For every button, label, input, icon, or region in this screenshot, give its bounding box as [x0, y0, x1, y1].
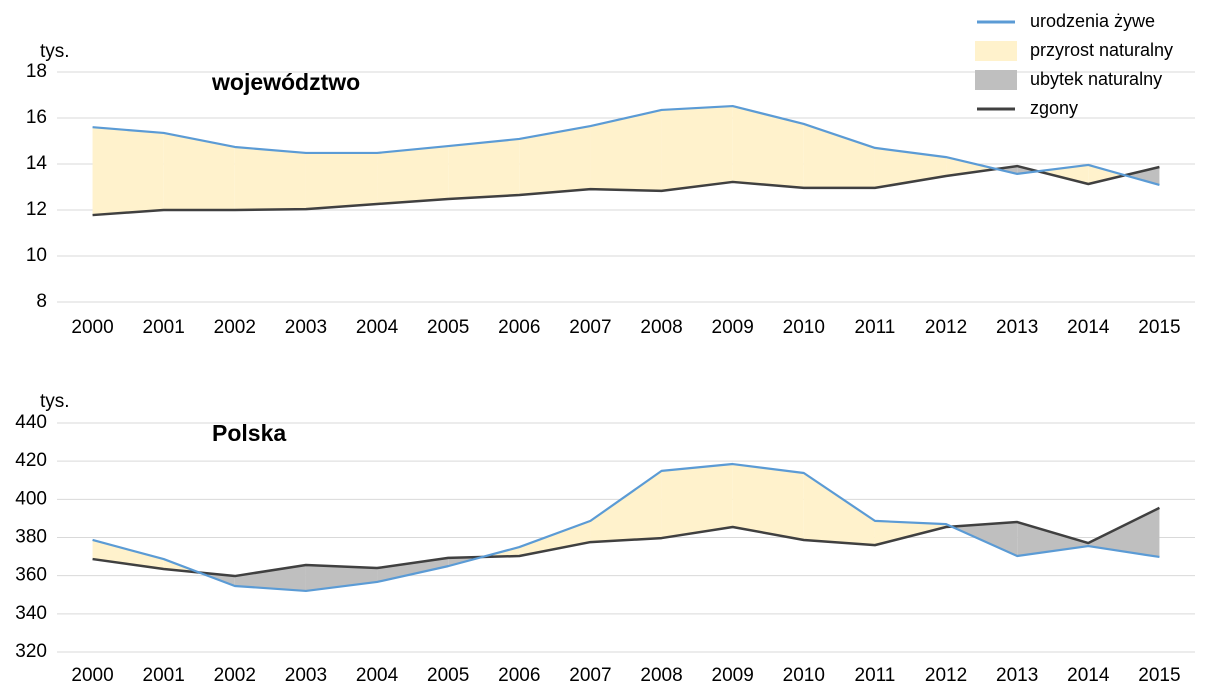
natural-increase-area [163, 132, 235, 210]
x-tick-label: 2000 [71, 665, 113, 686]
y-tick-label: 340 [15, 603, 47, 624]
natural-increase-area [92, 539, 164, 569]
natural-increase-area [803, 123, 875, 188]
x-tick-label: 2011 [855, 665, 896, 686]
deaths-line [92, 164, 1160, 217]
x-tick-label: 2001 [143, 317, 185, 338]
y-tick-label: 320 [15, 641, 47, 662]
x-tick-label: 2003 [285, 665, 327, 686]
y-tick-label: 8 [36, 291, 47, 312]
chart-title: Polska [212, 420, 286, 446]
x-tick-label: 2008 [640, 317, 682, 338]
legend-swatch [975, 41, 1017, 61]
x-tick-label: 2009 [712, 665, 754, 686]
x-tick-label: 2012 [925, 665, 967, 686]
y-tick-label: 440 [15, 412, 47, 433]
x-tick-label: 2010 [783, 665, 825, 686]
x-tick-label: 2005 [427, 317, 469, 338]
x-tick-label: 2012 [925, 317, 967, 338]
births-line [92, 462, 1160, 593]
x-tick-label: 2011 [855, 317, 896, 338]
x-tick-label: 2014 [1067, 317, 1110, 338]
y-tick-label: 360 [15, 565, 47, 586]
natural-increase-area [92, 127, 164, 216]
natural-increase-area [1088, 164, 1125, 185]
y-tick-label: 380 [15, 527, 47, 548]
x-tick-label: 2010 [783, 317, 825, 338]
x-tick-label: 2013 [996, 665, 1038, 686]
x-tick-label: 2004 [356, 665, 399, 686]
x-tick-label: 2009 [712, 317, 754, 338]
y-unit: tys. [40, 41, 70, 62]
y-tick-label: 18 [26, 61, 47, 82]
x-tick-label: 2007 [569, 317, 611, 338]
natural-increase-area [874, 520, 947, 546]
natural-decrease-area [305, 564, 378, 591]
natural-increase-area [590, 470, 662, 543]
x-tick-label: 2014 [1067, 665, 1110, 686]
natural-increase-area [234, 146, 306, 210]
natural-increase-area [661, 106, 733, 191]
natural-increase-area [661, 464, 733, 539]
x-tick-label: 2007 [569, 665, 611, 686]
x-tick-label: 2006 [498, 665, 540, 686]
y-tick-label: 14 [26, 153, 48, 174]
x-tick-label: 2005 [427, 665, 469, 686]
y-tick-label: 10 [26, 245, 47, 266]
x-tick-label: 2013 [996, 317, 1038, 338]
legend-label: zgony [1030, 98, 1078, 118]
natural-increase-area [946, 157, 997, 176]
x-tick-label: 2001 [143, 665, 185, 686]
births-line [92, 104, 1160, 186]
natural-increase-area [1037, 164, 1089, 185]
y-tick-label: 16 [26, 107, 47, 128]
natural-increase-area [590, 109, 662, 191]
natural-decrease-area [1124, 166, 1160, 185]
x-tick-label: 2002 [214, 665, 256, 686]
deaths-line [92, 506, 1160, 578]
natural-increase-area [377, 146, 449, 205]
natural-decrease-area [377, 557, 449, 582]
natural-decrease-area [1088, 507, 1160, 557]
x-tick-label: 2004 [356, 317, 399, 338]
natural-increase-area [732, 106, 804, 188]
y-tick-label: 12 [26, 199, 47, 220]
natural-increase-area [519, 520, 591, 557]
y-tick-label: 420 [15, 450, 47, 471]
y-tick-label: 400 [15, 488, 47, 509]
legend-label: ubytek naturalny [1030, 69, 1162, 89]
natural-decrease-area [234, 564, 306, 591]
natural-increase-area [803, 472, 875, 546]
x-tick-label: 2002 [214, 317, 256, 338]
natural-increase-area [519, 126, 591, 196]
natural-increase-area [305, 152, 378, 210]
x-tick-label: 2006 [498, 317, 540, 338]
natural-increase-area [448, 138, 520, 199]
y-unit: tys. [40, 391, 70, 412]
x-tick-label: 2000 [71, 317, 113, 338]
x-tick-label: 2015 [1138, 317, 1180, 338]
x-tick-label: 2003 [285, 317, 327, 338]
x-tick-label: 2015 [1138, 665, 1180, 686]
x-tick-label: 2008 [640, 665, 682, 686]
natural-increase-area [732, 464, 804, 540]
legend-label: urodzenia żywe [1030, 11, 1155, 31]
chart-title: województwo [211, 69, 360, 95]
legend-swatch [975, 70, 1017, 90]
legend-label: przyrost naturalny [1030, 40, 1173, 60]
